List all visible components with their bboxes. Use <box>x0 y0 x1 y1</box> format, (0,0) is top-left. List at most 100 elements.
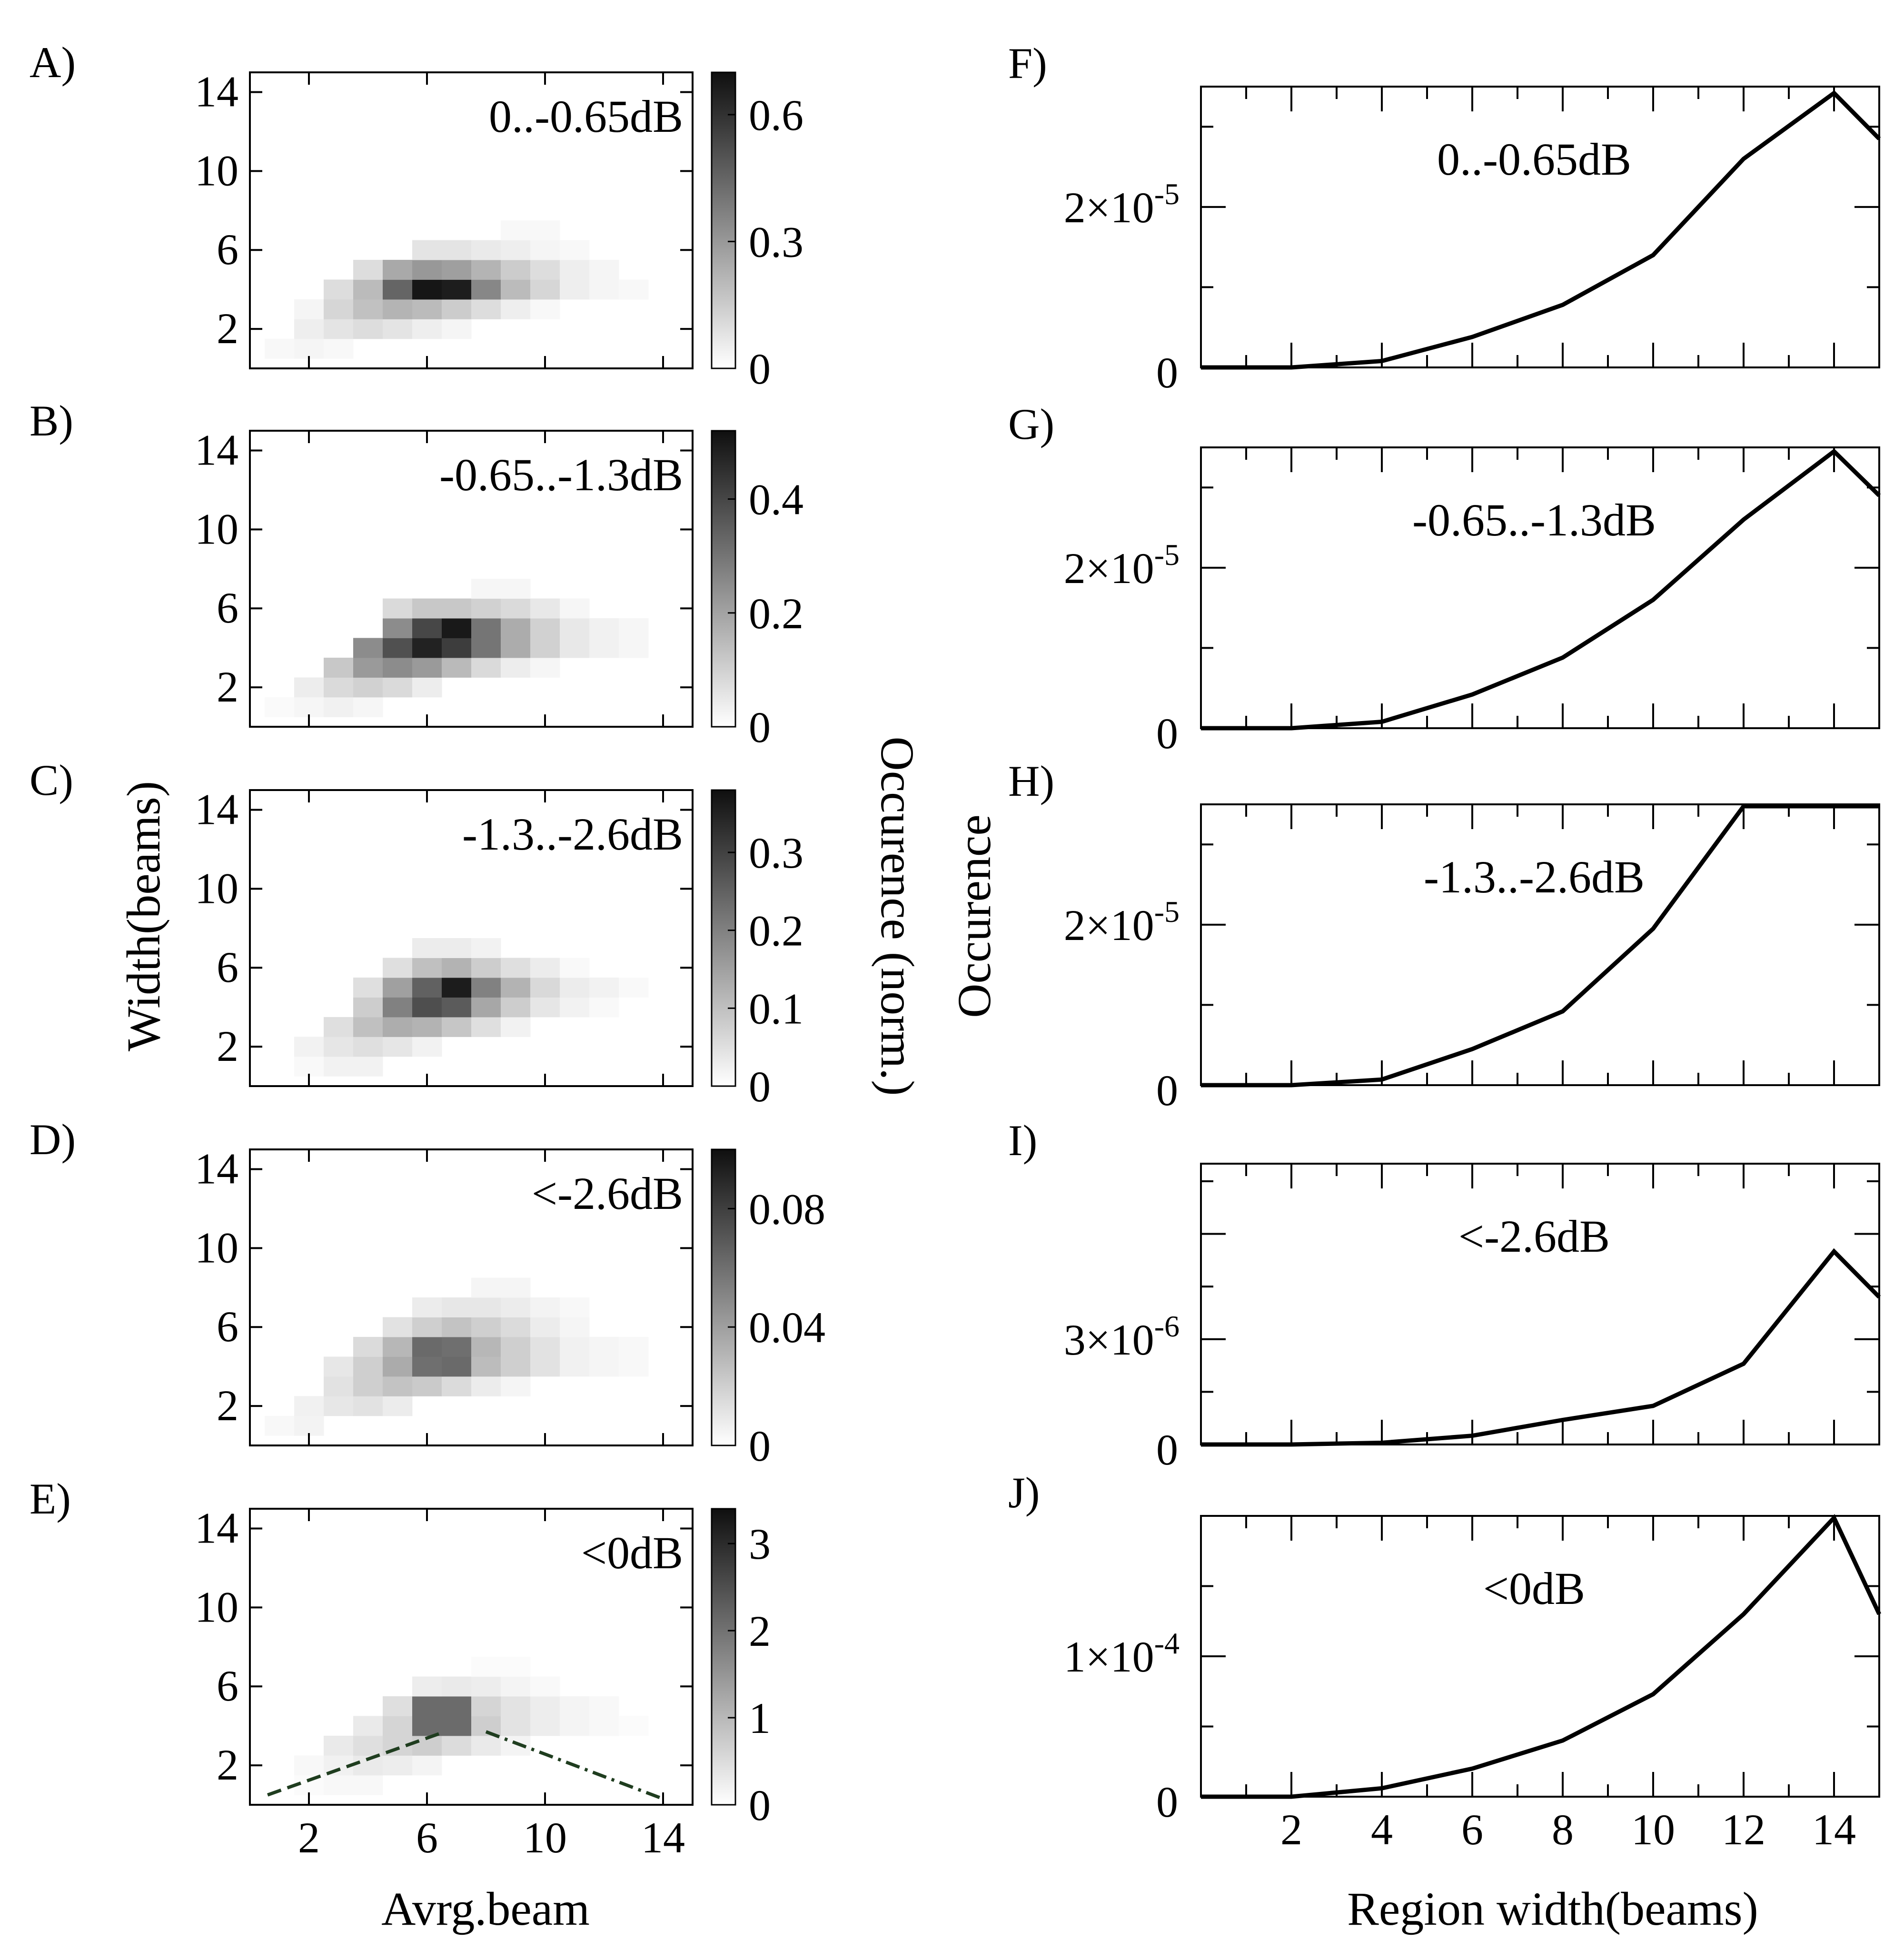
heatmap-4-cell <box>442 1336 472 1357</box>
heatmap-2-cell <box>560 618 590 638</box>
heatmap-2-cell <box>353 657 383 678</box>
heatmap-5-xtick-label: 6 <box>416 1813 438 1862</box>
heatmap-5-cell <box>412 1755 442 1776</box>
lineplot-4-data-point <box>1834 1251 1835 1252</box>
heatmap-5-cell <box>383 1755 413 1776</box>
heatmap-5-ytick-label: 2 <box>217 1741 238 1789</box>
heatmap-4-cell <box>471 1376 501 1396</box>
heatmap-4-cell <box>471 1317 501 1337</box>
lineplot-3-plot-area <box>1201 804 1879 1085</box>
heatmap-2-cell <box>324 657 354 678</box>
heatmap-2-cell <box>442 598 472 619</box>
heatmap-5-annotation: <0dB <box>581 1527 683 1578</box>
lineplot-5-ytick-label: 0 <box>1156 1778 1178 1826</box>
heatmap-5-cell <box>442 1676 472 1697</box>
heatmap-3-colorbar-tick-label: 0.2 <box>749 907 803 955</box>
heatmap-5-colorbar-tick-label: 3 <box>749 1520 771 1568</box>
heatmap-2-cell <box>294 697 324 717</box>
heatmap-3-colorbar-tick-label: 0.1 <box>749 984 803 1033</box>
heatmap-1-cell <box>619 279 649 300</box>
heatmap-1-annotation: 0..-0.65dB <box>489 91 683 142</box>
heatmap-4-cell <box>324 1356 354 1377</box>
lineplot-3-data-point <box>1562 1010 1563 1012</box>
lineplot-2-annotation: -0.65..-1.3dB <box>1412 495 1656 545</box>
heatmap-1-cell <box>442 299 472 319</box>
heatmap-5-cell <box>353 1716 383 1736</box>
heatmap-4-cell <box>619 1356 649 1377</box>
heatmap-5-xtick-label: 14 <box>641 1813 685 1862</box>
heatmap-3-cell <box>353 1017 383 1037</box>
heatmap-1-cell <box>501 299 531 319</box>
lineplot-4-panel-label: I) <box>1008 1116 1037 1165</box>
heatmap-4-cell <box>383 1356 413 1377</box>
heatmap-3-cell <box>471 997 501 1018</box>
heatmap-5-cell <box>530 1696 560 1716</box>
heatmap-4-cell <box>412 1317 442 1337</box>
heatmap-2-colorbar <box>711 430 736 728</box>
heatmap-1-colorbar-tick-label: 0.3 <box>749 218 803 266</box>
heatmap-3-cell <box>442 1017 472 1037</box>
heatmap-3-cell <box>589 997 619 1018</box>
heatmap-5-cell <box>471 1657 501 1677</box>
heatmap-4-cell <box>560 1297 590 1317</box>
right-x-axis-label: Region width(beams) <box>1347 1882 1758 1935</box>
lineplot-1-data-point <box>1472 336 1473 337</box>
heatmap-4-cell <box>589 1336 619 1357</box>
heatmap-5-colorbar-tick-label: 2 <box>749 1607 771 1655</box>
heatmap-2-cell <box>530 657 560 678</box>
heatmap-2-cell <box>501 618 531 638</box>
heatmap-2-cell <box>619 618 649 638</box>
heatmap-2-ytick-label: 2 <box>217 663 238 711</box>
heatmap-5-colorbar <box>711 1508 736 1806</box>
lineplot-1-frame <box>1200 86 1880 368</box>
heatmap-1-cell <box>530 299 560 319</box>
heatmap-3-ytick-label: 14 <box>195 785 238 833</box>
heatmap-2-cell <box>383 598 413 619</box>
heatmap-3-colorbar-tick-label: 0.3 <box>749 829 803 877</box>
heatmap-1-cell <box>530 259 560 280</box>
heatmap-4-annotation: <-2.6dB <box>532 1168 683 1219</box>
panels: 26101400.30.6A)0..-0.65dB26101400.20.4B)… <box>30 38 1882 1862</box>
heatmap-2-cell <box>412 638 442 658</box>
heatmap-5-cell <box>442 1716 472 1736</box>
heatmap-3-cell <box>353 1037 383 1057</box>
lineplot-4-ytick-label: 3×10-6 <box>1064 1309 1180 1364</box>
heatmap-2-cell <box>530 638 560 658</box>
heatmap-4-cell <box>324 1396 354 1416</box>
heatmap-1-cell <box>324 319 354 339</box>
heatmap-1-cell <box>589 279 619 300</box>
heatmap-1-cell <box>442 319 472 339</box>
lineplot-5-ytick-label: 1×10-4 <box>1064 1626 1180 1681</box>
heatmap-1-cell <box>353 299 383 319</box>
heatmap-2-cell <box>471 638 501 658</box>
lineplot-4-data-point <box>1743 1363 1744 1365</box>
heatmap-1-cell <box>383 259 413 280</box>
heatmap-2-ytick-label: 14 <box>195 425 238 474</box>
heatmap-5-ytick-label: 6 <box>217 1662 238 1710</box>
heatmap-3-cell <box>530 958 560 978</box>
heatmap-3-cell <box>412 958 442 978</box>
heatmap-4-cell <box>530 1356 560 1377</box>
heatmap-4-cell <box>619 1336 649 1357</box>
lineplot-5-xtick-label: 8 <box>1552 1805 1574 1854</box>
heatmap-3-cell <box>412 938 442 958</box>
heatmap-2-cell <box>383 677 413 698</box>
heatmap-4-cell <box>530 1317 560 1337</box>
heatmap-3-cell <box>442 938 472 958</box>
heatmap-2-ytick-label: 10 <box>195 505 238 553</box>
heatmap-3-cell <box>560 997 590 1018</box>
heatmap-2-cell <box>383 618 413 638</box>
heatmap-3-cell <box>383 958 413 978</box>
heatmap-4-cell <box>471 1297 501 1317</box>
heatmap-2-cell <box>589 638 619 658</box>
heatmap-5-cell <box>324 1775 354 1795</box>
heatmap-1-cell <box>294 319 324 339</box>
heatmap-1-ytick-label: 6 <box>217 225 238 274</box>
heatmap-4-ytick-label: 6 <box>217 1302 238 1351</box>
heatmap-4-cell <box>353 1336 383 1357</box>
heatmap-5-cell <box>383 1696 413 1716</box>
lineplot-2-ytick-label: 2×10-5 <box>1064 538 1180 593</box>
heatmap-3-cell <box>471 938 501 958</box>
heatmap-4-cell <box>442 1297 472 1317</box>
